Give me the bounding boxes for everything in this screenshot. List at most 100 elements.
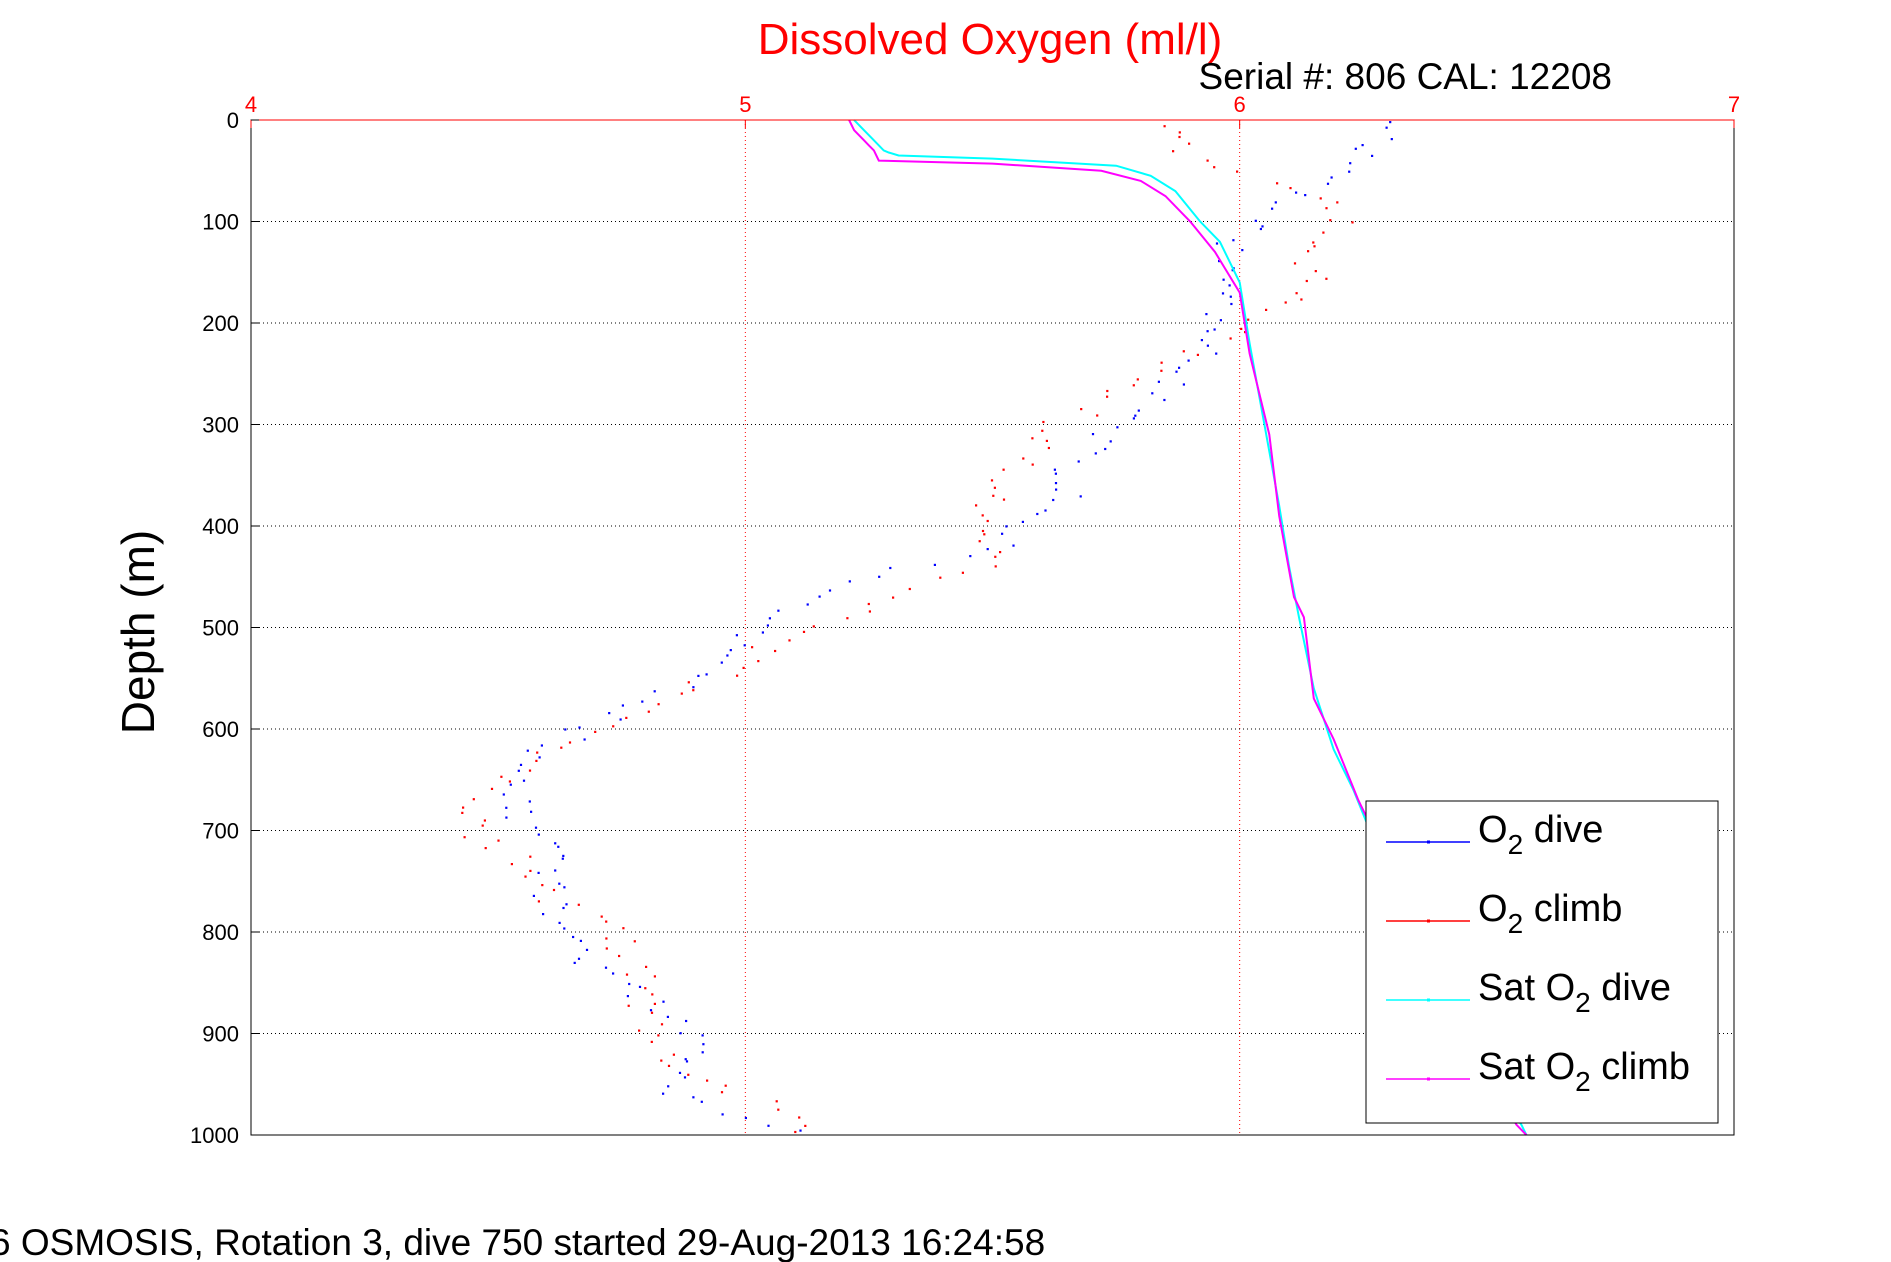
data-point (638, 985, 642, 988)
legend-label-subscript: 2 (1575, 987, 1591, 1018)
data-point (742, 666, 745, 669)
data-point (878, 575, 881, 578)
data-point (666, 1015, 669, 1018)
data-point (1182, 383, 1185, 386)
data-point (990, 479, 994, 482)
data-point (700, 1100, 703, 1103)
data-point (660, 1059, 663, 1062)
chart-title: Dissolved Oxygen (ml/l) (758, 15, 1223, 64)
data-point (628, 982, 631, 986)
data-point (653, 975, 656, 978)
data-point (483, 819, 486, 822)
data-point (526, 749, 529, 752)
data-point (1232, 239, 1235, 242)
data-point (1329, 219, 1332, 222)
data-point (804, 1124, 807, 1127)
data-point (687, 1073, 690, 1076)
data-point (1172, 150, 1175, 153)
data-point (1109, 440, 1112, 443)
data-point (622, 927, 625, 930)
data-point (505, 806, 508, 809)
data-point (798, 1116, 801, 1119)
data-point (1182, 350, 1185, 353)
data-point (650, 1011, 654, 1014)
data-point (828, 589, 832, 592)
data-point (777, 609, 780, 612)
data-point (537, 833, 540, 836)
data-point (461, 811, 464, 814)
data-point (1091, 433, 1095, 436)
data-point (500, 775, 503, 778)
data-point (1271, 207, 1274, 210)
data-point (657, 1034, 660, 1037)
legend-marker (1427, 998, 1430, 1002)
data-point (1276, 182, 1279, 185)
data-point (846, 617, 849, 620)
data-point (577, 957, 581, 960)
data-point (1389, 121, 1392, 124)
data-point (680, 692, 683, 695)
data-point (1053, 468, 1056, 471)
data-point (536, 751, 539, 754)
data-point (939, 576, 942, 579)
y-axis-ticks: 0 100 200 300 400 500 600 700 800 900 1000 (190, 108, 259, 1148)
data-point (540, 744, 543, 747)
data-point (767, 1124, 770, 1127)
data-point (1218, 260, 1221, 263)
data-point (558, 921, 561, 924)
data-point (1206, 344, 1209, 347)
data-point (1132, 417, 1135, 420)
data-point (1314, 270, 1317, 273)
data-point (1005, 525, 1008, 528)
data-point (692, 689, 695, 692)
data-point (1229, 337, 1232, 340)
data-point (1157, 380, 1160, 383)
data-point (701, 1051, 704, 1054)
data-point (889, 566, 892, 570)
data-point (794, 1130, 797, 1134)
data-point (605, 937, 608, 940)
legend-label-main: Sat O (1478, 967, 1575, 1009)
data-point (1041, 429, 1044, 432)
data-point (618, 954, 621, 958)
data-point (1036, 512, 1039, 516)
legend-box (1365, 800, 1719, 1124)
data-point (1012, 544, 1015, 547)
data-point (497, 839, 500, 842)
data-point (560, 746, 563, 749)
data-point (1031, 437, 1034, 440)
legend-marker (1427, 840, 1430, 844)
y-tick-label: 100 (202, 210, 239, 235)
data-point (522, 779, 526, 782)
data-point (799, 1129, 802, 1132)
data-point (986, 519, 989, 523)
data-point (529, 869, 532, 872)
data-point (774, 649, 777, 653)
data-point (519, 763, 523, 766)
data-point (1240, 327, 1243, 330)
legend-label: O2 climb (1478, 888, 1622, 939)
y-tick-label: 300 (202, 413, 239, 438)
chart-subtitle: Serial #: 806 CAL: 12208 (1199, 56, 1612, 97)
data-point (1178, 135, 1181, 139)
legend-label-subscript: 2 (1508, 908, 1524, 939)
data-point (1031, 463, 1034, 466)
data-point (1293, 262, 1297, 265)
data-point (508, 780, 511, 783)
data-point (683, 1076, 687, 1079)
data-point (657, 703, 660, 706)
data-point (721, 1113, 724, 1116)
data-point (994, 555, 997, 558)
data-point (933, 563, 936, 566)
data-point (1219, 319, 1222, 322)
data-point (1045, 439, 1048, 442)
data-point (563, 927, 566, 930)
data-point (1096, 414, 1099, 417)
data-point (812, 625, 815, 628)
data-point (1295, 292, 1298, 295)
data-point (1151, 392, 1154, 395)
data-point (1136, 378, 1139, 381)
data-point (1325, 207, 1328, 210)
data-point (1385, 126, 1388, 129)
